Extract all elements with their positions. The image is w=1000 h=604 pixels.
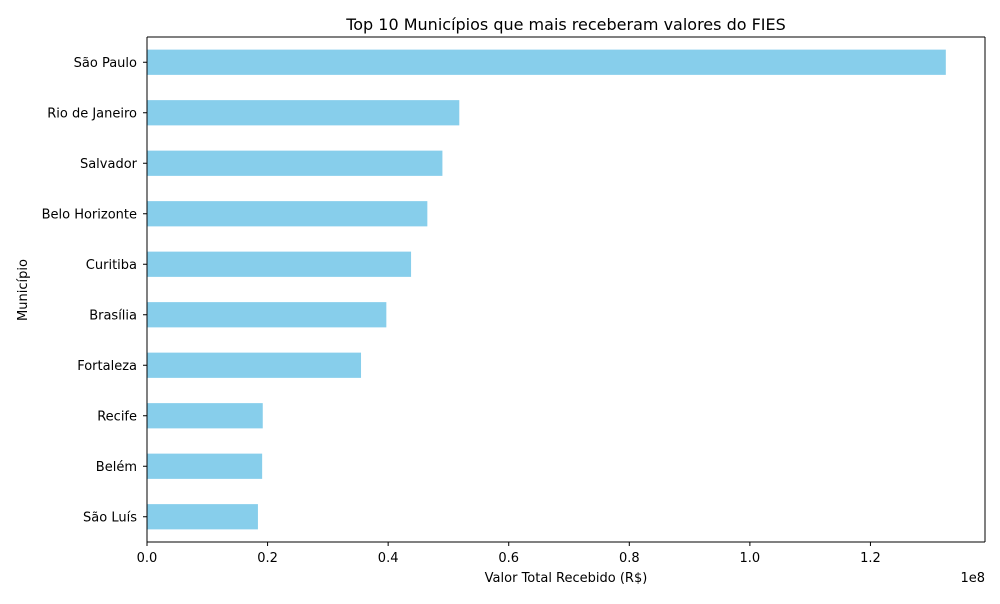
bar-4 [147, 251, 412, 277]
bar-6 [147, 352, 362, 378]
x-tick-label: 1.2 [860, 551, 881, 566]
y-tick-label: São Paulo [74, 56, 137, 71]
bar-1 [147, 100, 460, 126]
axes-frame [146, 36, 986, 543]
y-tick-label: São Luís [83, 510, 137, 525]
y-tick-label: Belo Horizonte [42, 207, 137, 222]
y-axis-label: Município [16, 259, 31, 321]
x-axis-offset-label: 1e8 [960, 571, 985, 586]
x-tick-label: 0.6 [498, 551, 519, 566]
y-tick-label: Brasília [89, 308, 137, 323]
y-tick-group: São Paulo Rio de Janeiro Salvador Belo Hori… [42, 56, 147, 525]
x-axis-label: Valor Total Recebido (R$) [485, 571, 648, 586]
bar-9 [147, 504, 258, 530]
x-tick-label: 0.4 [378, 551, 399, 566]
y-tick-label: Belém [96, 460, 137, 475]
x-tick-group: 0.0 0.2 0.4 0.6 0.8 1.0 1.2 [137, 542, 881, 566]
x-tick-label: 1.0 [740, 551, 761, 566]
y-tick-label: Rio de Janeiro [47, 106, 137, 121]
x-tick-label: 0.8 [619, 551, 640, 566]
bar-5 [147, 302, 387, 328]
bar-7 [147, 403, 263, 429]
bar-8 [147, 453, 263, 479]
bar-0 [147, 49, 946, 75]
x-tick-label: 0.2 [257, 551, 278, 566]
y-tick-label: Salvador [80, 157, 138, 172]
bar-2 [147, 150, 443, 176]
y-tick-label: Recife [97, 409, 137, 424]
y-tick-label: Fortaleza [77, 359, 137, 374]
x-tick-label: 0.0 [137, 551, 158, 566]
bars-group [147, 49, 946, 530]
y-tick-label: Curitiba [86, 258, 137, 273]
bar-3 [147, 201, 428, 227]
chart-title: Top 10 Municípios que mais receberam val… [345, 15, 786, 34]
